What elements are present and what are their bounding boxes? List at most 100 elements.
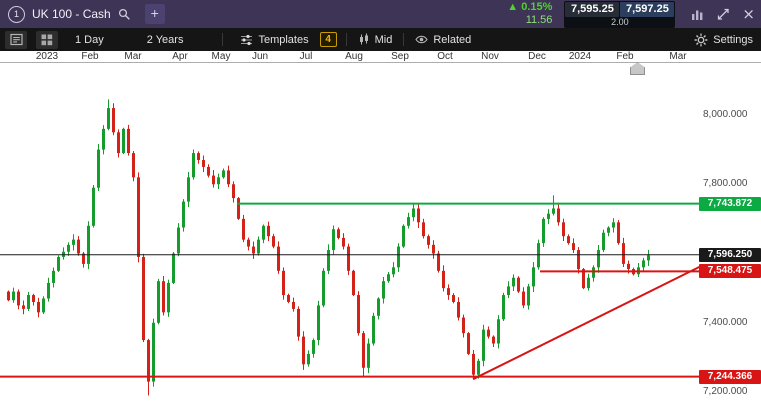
candle-body bbox=[147, 340, 150, 382]
candle-body bbox=[177, 227, 180, 254]
candle-body bbox=[102, 128, 105, 150]
candle-body bbox=[217, 177, 220, 185]
candle-body bbox=[427, 236, 430, 245]
candle-body bbox=[242, 218, 245, 240]
related-button[interactable]: Related bbox=[413, 34, 473, 46]
change-block: ▲ 0.15% 11.56 bbox=[507, 1, 552, 26]
x-axis-month-label: Apr bbox=[172, 51, 188, 62]
candle-body bbox=[202, 160, 205, 167]
interval-button[interactable]: 1 Day bbox=[73, 34, 106, 46]
mini-chart-icon[interactable] bbox=[691, 8, 704, 21]
interval-label: 1 Day bbox=[75, 33, 104, 46]
candle-body bbox=[132, 153, 135, 178]
candle-body bbox=[302, 336, 305, 365]
candle-body bbox=[272, 236, 275, 247]
toolbar-divider bbox=[403, 33, 405, 46]
candle-body bbox=[17, 291, 20, 306]
candle-body bbox=[462, 317, 465, 334]
layout-grid-button[interactable] bbox=[36, 30, 58, 49]
candle-body bbox=[372, 315, 375, 344]
chart-toolbar: 1 Day 2 Years Templates 4 Mid bbox=[0, 28, 761, 51]
x-axis-month-label: Mar bbox=[669, 51, 687, 62]
candle-body bbox=[642, 260, 645, 268]
spread-value: 2.00 bbox=[611, 16, 629, 27]
candle-body bbox=[57, 256, 60, 271]
candle-body bbox=[152, 322, 155, 382]
candle-body bbox=[317, 305, 320, 341]
search-icon[interactable] bbox=[118, 8, 131, 21]
scroll-position-marker[interactable] bbox=[630, 62, 645, 75]
candle-body bbox=[137, 177, 140, 257]
x-axis-month-label: Sep bbox=[391, 51, 409, 62]
candle-body bbox=[237, 198, 240, 219]
candle-body bbox=[357, 295, 360, 334]
x-axis-month-label: Aug bbox=[345, 51, 363, 62]
candle-body bbox=[227, 170, 230, 185]
candle-body bbox=[387, 274, 390, 282]
candle-body bbox=[292, 301, 295, 309]
templates-button[interactable]: Templates bbox=[238, 34, 310, 46]
candle-body bbox=[207, 166, 210, 176]
x-axis-month-label: Feb bbox=[616, 51, 634, 62]
settings-button[interactable]: Settings bbox=[694, 33, 753, 47]
candle-body bbox=[627, 263, 630, 270]
candle-body bbox=[192, 153, 195, 178]
candle-body bbox=[567, 236, 570, 244]
add-tab-button[interactable]: + bbox=[144, 4, 165, 24]
candle-body bbox=[367, 343, 370, 368]
candle-body bbox=[247, 239, 250, 247]
related-label: Related bbox=[433, 33, 472, 46]
candle-body bbox=[522, 291, 525, 306]
candle-body bbox=[52, 270, 55, 283]
candle-body bbox=[337, 229, 340, 238]
close-icon[interactable]: × bbox=[742, 4, 755, 23]
x-axis-month-label: Feb bbox=[81, 51, 99, 62]
range-label: 2 Years bbox=[146, 33, 184, 46]
candle-body bbox=[492, 336, 495, 344]
candle-body bbox=[557, 208, 560, 223]
candle-body bbox=[497, 319, 500, 344]
candle-body bbox=[97, 149, 100, 188]
change-percent: ▲ 0.15% bbox=[507, 1, 552, 14]
candle-body bbox=[172, 253, 175, 283]
x-axis-month-label: May bbox=[211, 51, 231, 62]
sell-price-button[interactable]: 7,595.25 bbox=[565, 1, 620, 17]
candle-body bbox=[452, 295, 455, 302]
candle-body bbox=[297, 308, 300, 337]
x-axis-month-label: Mar bbox=[124, 51, 142, 62]
candle-body bbox=[442, 270, 445, 289]
candle-body bbox=[577, 250, 580, 270]
candle-body bbox=[362, 333, 365, 368]
x-axis-month-label: 2023 bbox=[35, 51, 59, 62]
candle-body bbox=[232, 184, 235, 199]
candle-body bbox=[412, 208, 415, 218]
chart-section[interactable]: 2023 Feb Mar Apr May Jun Jul Aug Sep Oct Nov Dec 202… bbox=[0, 51, 761, 419]
candle-body bbox=[267, 225, 270, 237]
toolbar-divider bbox=[345, 33, 347, 46]
candle-body bbox=[457, 301, 460, 318]
buy-price-button[interactable]: 7,597.25 bbox=[620, 1, 675, 17]
candlestick-chart[interactable] bbox=[0, 51, 761, 419]
range-button[interactable]: 2 Years bbox=[145, 34, 186, 46]
price-level-label: 7,548.475 bbox=[699, 264, 761, 279]
candle-body bbox=[162, 281, 165, 313]
candle-body bbox=[502, 295, 505, 320]
candlestick-icon bbox=[359, 33, 368, 45]
candle-body bbox=[127, 128, 130, 154]
candle-body bbox=[477, 360, 480, 375]
instrument-tab[interactable]: 1 UK 100 - Cash bbox=[8, 5, 131, 23]
candle-body bbox=[647, 255, 650, 261]
candle-body bbox=[572, 243, 575, 251]
up-arrow-icon: ▲ bbox=[507, 1, 519, 14]
candle-body bbox=[122, 128, 125, 154]
x-axis-line bbox=[0, 62, 761, 63]
x-axis-month-label: 2024 bbox=[568, 51, 592, 62]
price-type-button[interactable]: Mid bbox=[356, 33, 395, 46]
candle-count-badge[interactable]: 4 bbox=[319, 32, 337, 47]
expand-icon[interactable] bbox=[716, 7, 730, 21]
price-level-label: 7,596.250 bbox=[699, 247, 761, 262]
news-panel-button[interactable] bbox=[5, 30, 27, 49]
candle-body bbox=[422, 222, 425, 237]
candle-body bbox=[542, 218, 545, 244]
price-panel: 7,595.25 7,597.25 2.00 bbox=[564, 0, 676, 28]
